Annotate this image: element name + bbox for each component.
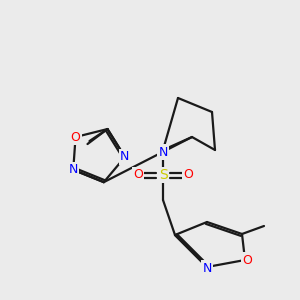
Text: S: S [159, 168, 167, 182]
Text: N: N [120, 151, 130, 164]
Text: N: N [158, 146, 168, 158]
Text: O: O [183, 169, 193, 182]
Text: O: O [242, 254, 252, 266]
Text: N: N [69, 163, 78, 176]
Text: O: O [133, 169, 143, 182]
Text: N: N [202, 262, 212, 275]
Text: O: O [70, 130, 80, 143]
